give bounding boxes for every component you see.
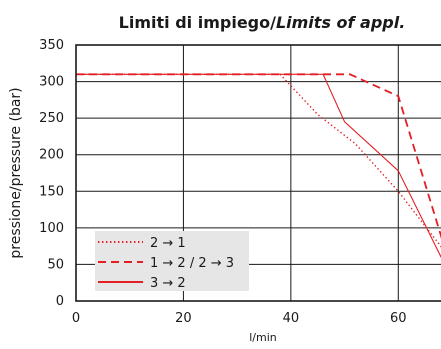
y-tick-label: 0 [56, 294, 64, 309]
y-tick-label: 300 [39, 75, 64, 90]
y-tick-label: 100 [39, 221, 64, 236]
chart-title-main: Limiti di impiego/ [119, 13, 276, 32]
y-axis-label: pressione/pressure (bar) [8, 87, 24, 258]
grid-lines [76, 45, 441, 301]
x-axis-label: l/min [249, 331, 277, 344]
y-tick-label: 200 [39, 148, 64, 163]
tick-labels: 0 50 100 150 200 250 300 350 0 20 40 60 [39, 38, 406, 326]
legend: 2 → 1 1 → 2 / 2 → 3 3 → 2 [95, 231, 249, 291]
legend-label-3: 3 → 2 [150, 276, 186, 291]
y-tick-label: 250 [39, 111, 64, 126]
legend-label-1: 2 → 1 [150, 236, 186, 251]
x-tick-label: 40 [283, 311, 300, 326]
x-tick-label: 0 [72, 311, 80, 326]
y-tick-label: 350 [39, 38, 64, 53]
chart-title: Limiti di impiego/Limits of appl. [119, 13, 406, 32]
y-tick-label: 150 [39, 184, 64, 199]
chart-title-italic: Limits of appl. [276, 13, 405, 32]
legend-label-2: 1 → 2 / 2 → 3 [150, 256, 234, 271]
series-lines [76, 73, 441, 259]
x-tick-label: 20 [175, 311, 192, 326]
x-tick-label: 60 [390, 311, 407, 326]
series-line-3 [76, 73, 441, 259]
y-tick-label: 50 [47, 257, 64, 272]
plot-frame [75, 44, 441, 302]
